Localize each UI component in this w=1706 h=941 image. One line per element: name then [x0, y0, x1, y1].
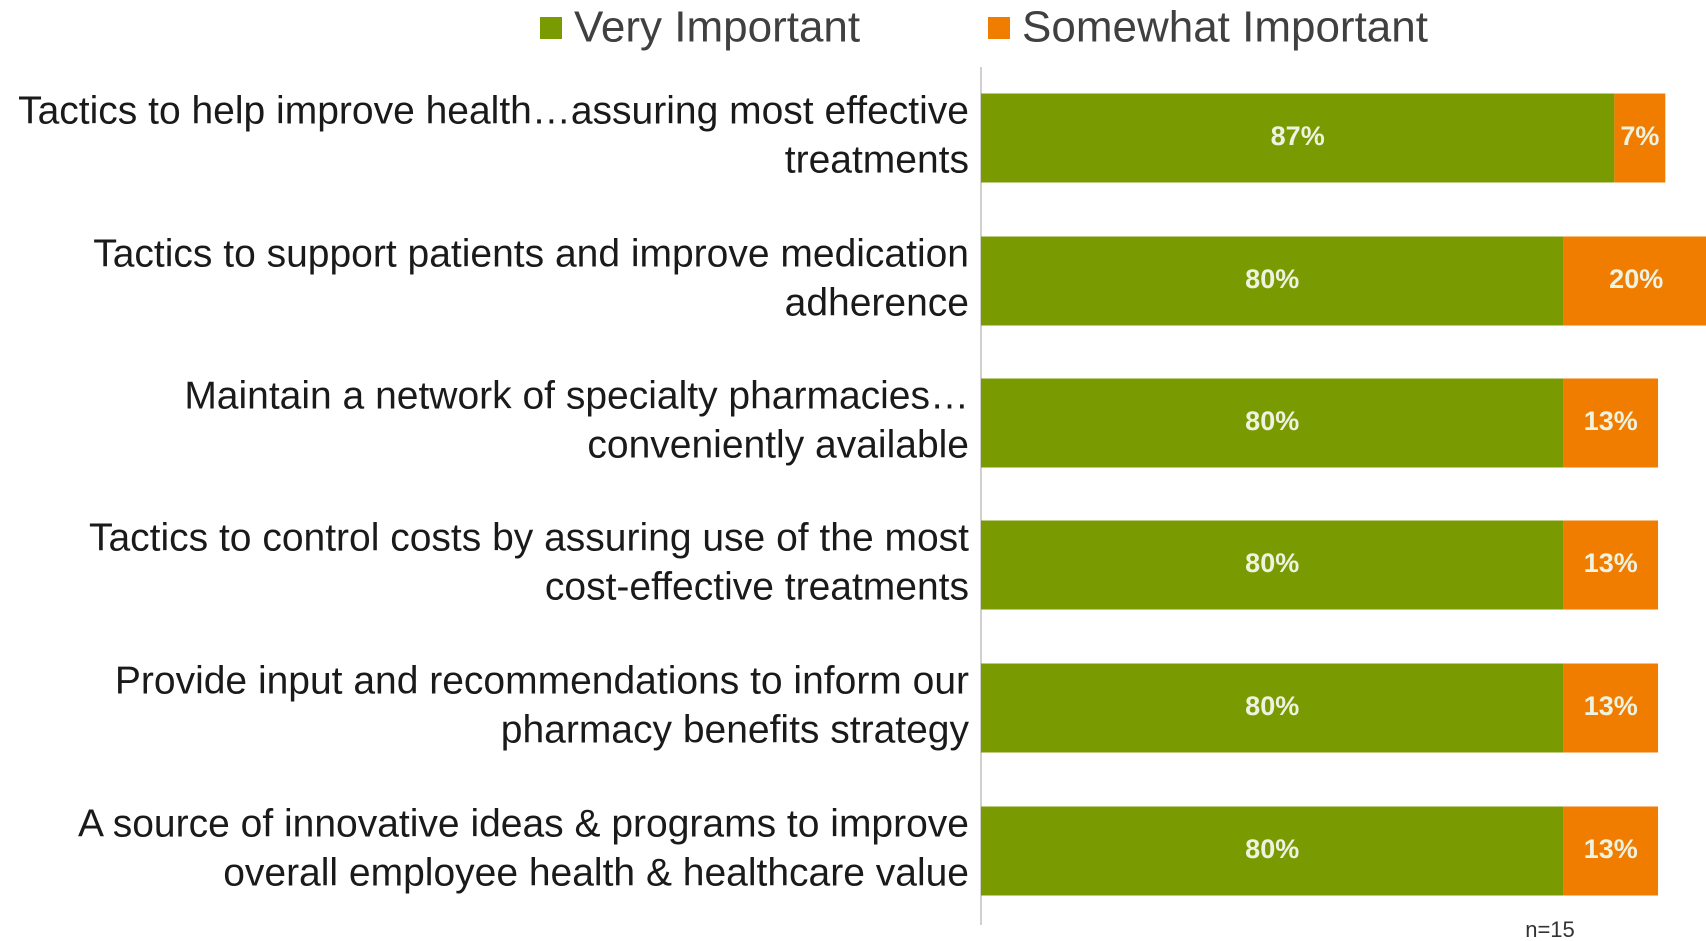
category-label: Tactics to help improve health…assuring … — [18, 90, 969, 182]
value-label: 13% — [1584, 548, 1638, 578]
value-label: 13% — [1584, 691, 1638, 721]
annotation: n=15 — [1525, 917, 1575, 941]
value-label: 20% — [1609, 264, 1663, 294]
value-label: 7% — [1620, 121, 1659, 151]
value-label: 87% — [1271, 121, 1325, 151]
legend-swatch — [540, 17, 562, 39]
bar-segment — [1563, 378, 1659, 468]
category-line: pharmacy benefits strategy — [501, 709, 970, 752]
bar-segment — [1614, 93, 1666, 183]
category-line: conveniently available — [587, 424, 969, 467]
value-label: 13% — [1584, 834, 1638, 864]
category-line: A source of innovative ideas & programs … — [78, 803, 969, 846]
bar-segment — [1563, 806, 1659, 896]
bar-segment — [981, 236, 1564, 326]
category-line: Provide input and recommendations to inf… — [115, 660, 969, 703]
category-label: Maintain a network of specialty pharmaci… — [184, 375, 969, 467]
category-line: Maintain a network of specialty pharmaci… — [184, 375, 969, 418]
bar-segment — [1563, 520, 1659, 610]
value-label: 13% — [1584, 406, 1638, 436]
category-line: Tactics to control costs by assuring use… — [89, 517, 969, 560]
bar-segment — [981, 806, 1564, 896]
category-line: adherence — [785, 282, 969, 325]
value-label: 80% — [1245, 264, 1299, 294]
bar-segment — [981, 93, 1615, 183]
category-label: Tactics to control costs by assuring use… — [89, 517, 969, 609]
category-label: A source of innovative ideas & programs … — [78, 803, 969, 895]
value-label: 80% — [1245, 548, 1299, 578]
bar-segment — [981, 663, 1564, 753]
value-label: 80% — [1245, 406, 1299, 436]
category-line: cost-effective treatments — [545, 566, 969, 609]
legend-label: Very Important — [574, 3, 860, 52]
value-label: 80% — [1245, 834, 1299, 864]
category-line: Tactics to help improve health…assuring … — [18, 90, 969, 133]
bar-segment — [981, 378, 1564, 468]
category-label: Tactics to support patients and improve … — [93, 233, 969, 325]
category-line: overall employee health & healthcare val… — [223, 852, 969, 895]
bar-segment — [1563, 236, 1706, 326]
value-label: 80% — [1245, 691, 1299, 721]
category-line: Tactics to support patients and improve … — [93, 233, 969, 276]
category-line: treatments — [785, 139, 969, 182]
bar-segment — [981, 520, 1564, 610]
category-label: Provide input and recommendations to inf… — [115, 660, 970, 752]
legend-swatch — [988, 17, 1010, 39]
bar-segment — [1563, 663, 1659, 753]
legend-label: Somewhat Important — [1022, 3, 1428, 52]
